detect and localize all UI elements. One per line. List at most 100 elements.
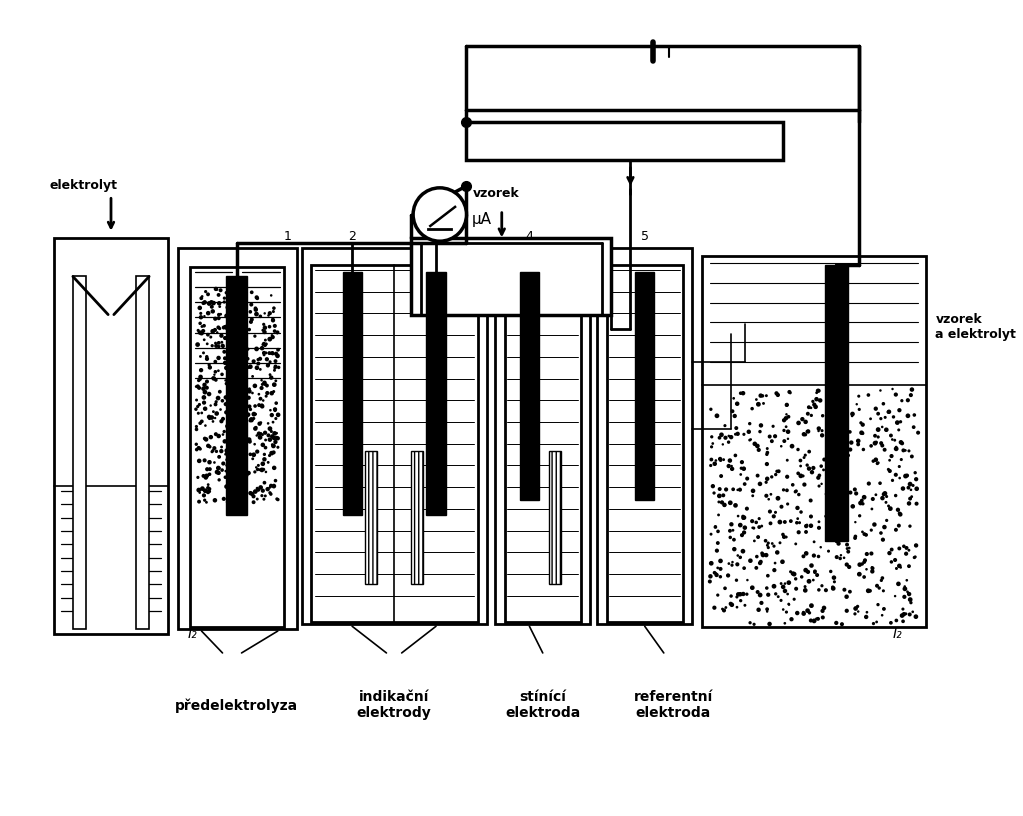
Point <box>230 289 247 302</box>
Point <box>795 469 811 482</box>
Point <box>794 570 810 583</box>
Point <box>732 519 749 532</box>
Point <box>732 551 749 564</box>
Point <box>775 603 792 616</box>
Point <box>896 539 913 552</box>
Point <box>706 601 722 614</box>
Point <box>716 604 732 617</box>
Point <box>843 436 859 449</box>
Point <box>888 442 904 455</box>
Point <box>872 477 888 490</box>
Point <box>228 483 244 496</box>
Point <box>235 370 252 383</box>
Point <box>723 589 740 602</box>
Point <box>836 497 852 510</box>
Point <box>228 315 244 328</box>
Point <box>201 439 217 452</box>
Point <box>891 542 907 555</box>
Point <box>720 569 737 582</box>
Point <box>216 425 232 438</box>
Point <box>873 526 889 539</box>
Point <box>720 436 737 449</box>
Point <box>257 307 273 320</box>
Point <box>711 490 727 503</box>
Point <box>870 407 886 420</box>
Point <box>788 538 804 551</box>
Point <box>724 405 741 418</box>
Point <box>254 463 270 477</box>
Bar <box>597 248 693 624</box>
Point <box>204 300 220 313</box>
Point <box>263 479 279 492</box>
Point <box>226 410 242 424</box>
Point <box>901 608 918 621</box>
Point <box>255 428 271 441</box>
Text: elektrolyt: elektrolyt <box>49 180 117 193</box>
Point <box>210 462 226 475</box>
Point <box>898 607 915 620</box>
Point <box>847 483 863 496</box>
Point <box>864 565 881 578</box>
Point <box>892 508 908 521</box>
Point <box>812 541 829 554</box>
Point <box>267 355 283 368</box>
Point <box>869 579 885 592</box>
Point <box>195 296 212 309</box>
Point <box>217 357 233 370</box>
Point <box>207 368 223 381</box>
Point <box>217 448 233 461</box>
Point <box>765 419 782 432</box>
Point <box>813 477 830 490</box>
Point <box>839 558 855 571</box>
Point <box>217 471 233 484</box>
Point <box>264 409 280 422</box>
Point <box>769 388 786 401</box>
Point <box>907 610 924 623</box>
Point <box>241 400 258 413</box>
Point <box>241 385 258 398</box>
Point <box>868 402 884 415</box>
Point <box>900 481 917 494</box>
Point <box>758 490 774 503</box>
Point <box>234 486 251 499</box>
Point <box>797 428 813 441</box>
Point <box>902 483 919 496</box>
Point <box>891 472 907 485</box>
Point <box>216 345 232 358</box>
Point <box>189 338 206 351</box>
Point <box>822 565 839 578</box>
Point <box>769 492 786 505</box>
Point <box>253 481 269 494</box>
Point <box>844 410 860 423</box>
Point <box>765 510 782 523</box>
Point <box>195 391 212 404</box>
Point <box>828 403 844 416</box>
Point <box>825 582 841 595</box>
Point <box>848 487 864 500</box>
Point <box>842 425 858 438</box>
Point <box>726 543 743 556</box>
Point <box>724 524 741 537</box>
Point <box>266 364 282 377</box>
Point <box>902 596 919 610</box>
Point <box>875 533 891 546</box>
Point <box>730 588 747 601</box>
Point <box>238 379 255 392</box>
Point <box>817 583 834 596</box>
Point <box>208 428 224 441</box>
Point <box>782 385 798 398</box>
Bar <box>73 277 86 629</box>
Point <box>211 473 227 486</box>
Point <box>201 478 217 491</box>
Point <box>767 506 784 519</box>
Point <box>793 459 809 472</box>
Point <box>193 326 210 339</box>
Point <box>777 420 794 433</box>
Point <box>868 488 884 501</box>
Point <box>901 445 918 458</box>
Point <box>236 474 253 487</box>
Point <box>805 574 821 587</box>
Point <box>204 446 220 459</box>
Point <box>898 574 915 587</box>
Point <box>751 512 767 526</box>
